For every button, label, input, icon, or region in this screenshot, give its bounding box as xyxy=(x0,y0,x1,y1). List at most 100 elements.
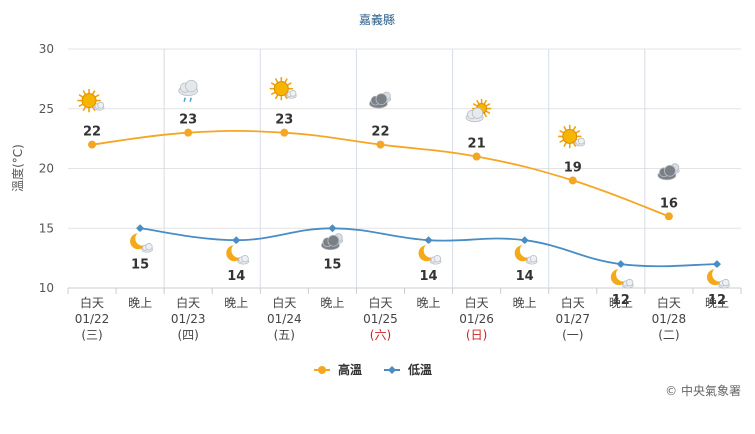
x-date-label: 01/27 xyxy=(555,312,590,326)
sun-ray xyxy=(78,94,83,98)
x-weekday-label: (二) xyxy=(658,328,679,342)
legend-marker xyxy=(388,366,396,374)
sun-ray xyxy=(275,78,279,83)
x-weekday-label: (五) xyxy=(274,328,295,342)
cloud-puff xyxy=(289,89,297,97)
cloud-shape xyxy=(178,79,199,96)
cloud-puff xyxy=(663,164,676,177)
y-tick-label: 30 xyxy=(39,42,54,56)
dark-cloud-icon xyxy=(369,91,392,109)
x-weekday-label: (一) xyxy=(562,328,583,342)
sun-ray xyxy=(563,142,567,147)
high-temp-label: 21 xyxy=(468,137,486,152)
cloud-puff xyxy=(433,255,442,263)
y-axis-label: 溫度(°C) xyxy=(10,144,25,192)
low-temp-label: 15 xyxy=(323,257,341,272)
cloud-shape xyxy=(718,278,730,289)
cloud-shape xyxy=(237,255,250,265)
high-temp-label: 19 xyxy=(564,160,582,175)
cloud-puff xyxy=(722,278,730,287)
sun-ray xyxy=(78,103,83,107)
sun-ray xyxy=(92,106,96,111)
cloud-shape xyxy=(320,234,340,251)
cloud-shape xyxy=(369,93,388,109)
x-period-label: 晚上 xyxy=(705,296,729,310)
low-temp-label: 14 xyxy=(419,269,437,284)
low-temp-point xyxy=(136,224,145,233)
legend[interactable]: 高溫 低溫 xyxy=(314,362,432,377)
sun-ray xyxy=(275,94,279,99)
high-temp-point xyxy=(88,140,97,149)
x-period-label: 晚上 xyxy=(609,296,633,310)
x-date-label: 01/24 xyxy=(267,312,302,326)
x-period-label: 晚上 xyxy=(128,296,152,310)
sun-ray xyxy=(483,99,487,105)
high-temp-point xyxy=(280,128,289,137)
sun-ray xyxy=(270,82,276,86)
sun-ray xyxy=(486,110,491,114)
sun-ray xyxy=(483,112,487,118)
moon-cloud-icon xyxy=(610,267,634,289)
x-date-label: 01/28 xyxy=(652,312,687,326)
high-temp-point xyxy=(568,176,577,185)
cloud-shape xyxy=(622,278,634,289)
cloud-shape xyxy=(657,164,677,181)
sun-ray xyxy=(95,94,100,98)
sunny-cloud-icon xyxy=(557,124,586,149)
x-period-label: 晚上 xyxy=(417,296,441,310)
x-weekday-label: (三) xyxy=(81,328,102,342)
low-temp-point xyxy=(424,236,433,245)
x-period-label: 白天 xyxy=(657,295,681,310)
x-date-label: 01/26 xyxy=(459,312,494,326)
x-period-label: 白天 xyxy=(176,295,200,310)
y-tick-label: 25 xyxy=(39,102,54,116)
cloud-puff xyxy=(625,278,634,287)
high-temp-point xyxy=(472,152,481,161)
low-temp-point xyxy=(232,236,241,245)
credit-text: © 中央氣象署 xyxy=(665,384,741,398)
cloud-shape xyxy=(574,137,586,147)
sun-ray xyxy=(476,99,480,105)
cloud-puff xyxy=(97,101,105,109)
rain-drop xyxy=(189,97,192,102)
cloud-puff xyxy=(327,234,340,247)
cloud-shape xyxy=(285,89,297,99)
sun-ray xyxy=(82,106,86,111)
moon-shadow xyxy=(231,243,246,258)
y-tick-label: 20 xyxy=(39,162,54,176)
high-temp-point xyxy=(184,128,193,137)
x-axis-labels: 10 15 20 25 30 白天 01/22 (三) 晚上 白天 01/23 (四) 晚上 白天 01/2… xyxy=(39,42,729,342)
cloud-puff xyxy=(241,255,249,263)
sun-ray xyxy=(572,126,577,131)
legend-label: 低溫 xyxy=(407,362,432,377)
moon-cloud-icon xyxy=(418,243,442,265)
cloud-puff xyxy=(145,243,153,251)
low-temp-label: 14 xyxy=(227,269,245,284)
grid-layer xyxy=(67,48,742,294)
dark-cloud-icon xyxy=(657,163,680,181)
moon-shadow xyxy=(616,267,631,282)
x-period-label: 白天 xyxy=(368,295,392,310)
weather-icons xyxy=(77,76,730,289)
low-temp-point xyxy=(616,260,625,269)
high-temp-label: 22 xyxy=(83,125,101,140)
sun-ray xyxy=(473,103,478,107)
cloud-puff xyxy=(375,93,388,105)
sun-ray xyxy=(270,91,276,95)
x-period-label: 白天 xyxy=(465,295,489,310)
x-period-label: 白天 xyxy=(561,295,585,310)
low-temp-label: 14 xyxy=(516,269,534,284)
x-date-label: 01/25 xyxy=(363,312,398,326)
low-temp-label: 12 xyxy=(708,293,726,308)
sun-ray xyxy=(486,103,491,107)
sun-disc xyxy=(562,128,578,144)
high-temp-label: 22 xyxy=(371,125,389,140)
dark-cloud-icon xyxy=(320,233,344,251)
sun-rays xyxy=(557,124,582,149)
rain-drop xyxy=(183,97,186,102)
series-layer xyxy=(88,128,721,269)
high-temp-point xyxy=(376,140,385,149)
sunny-cloud-icon xyxy=(77,88,105,113)
high-temp-label: 16 xyxy=(660,196,678,211)
moon-cloud-icon xyxy=(514,243,538,265)
